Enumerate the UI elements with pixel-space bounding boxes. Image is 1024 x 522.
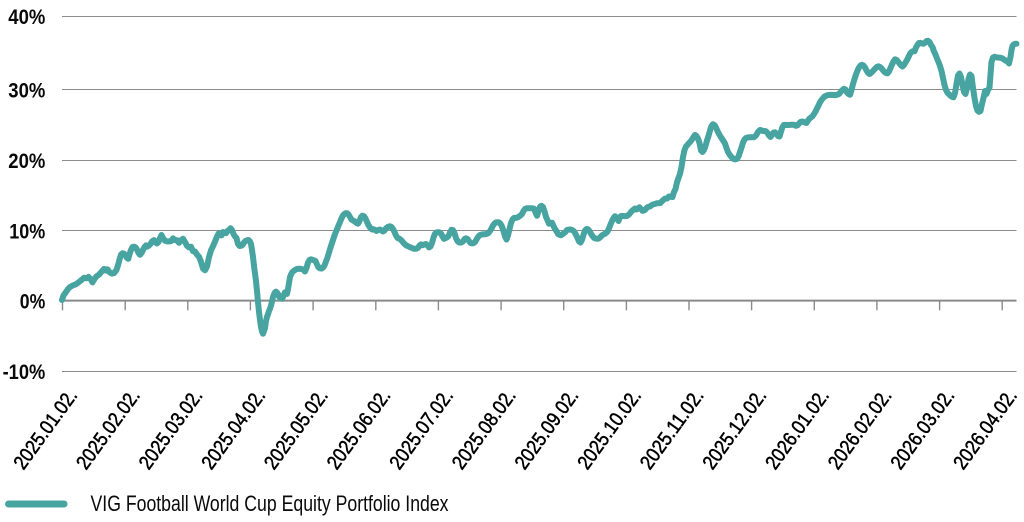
- svg-text:2025.09.02.: 2025.09.02.: [511, 386, 583, 474]
- svg-text:10%: 10%: [9, 221, 45, 244]
- svg-text:40%: 40%: [8, 6, 45, 29]
- svg-text:0%: 0%: [20, 290, 46, 313]
- svg-text:2025.05.02.: 2025.05.02.: [260, 386, 332, 474]
- svg-text:2025.02.02.: 2025.02.02.: [72, 386, 144, 474]
- svg-text:2025.11.02.: 2025.11.02.: [636, 386, 708, 474]
- svg-text:30%: 30%: [8, 80, 45, 103]
- svg-text:2025.12.02.: 2025.12.02.: [699, 386, 771, 474]
- svg-text:20%: 20%: [8, 150, 45, 173]
- svg-text:2026.04.02.: 2026.04.02.: [949, 386, 1021, 474]
- svg-text:VIG Football World Cup Equity: VIG Football World Cup Equity Portfolio …: [91, 491, 449, 516]
- svg-text:2025.06.02.: 2025.06.02.: [323, 386, 395, 474]
- svg-text:2026.02.02.: 2026.02.02.: [824, 386, 896, 474]
- svg-text:2025.07.02.: 2025.07.02.: [386, 386, 458, 474]
- svg-text:2026.03.02.: 2026.03.02.: [887, 386, 959, 474]
- svg-text:2025.08.02.: 2025.08.02.: [448, 386, 520, 474]
- svg-text:2025.01.02.: 2025.01.02.: [10, 386, 82, 474]
- svg-text:2025.10.02.: 2025.10.02.: [574, 386, 646, 474]
- svg-text:2025.03.02.: 2025.03.02.: [135, 386, 207, 474]
- svg-text:2025.04.02.: 2025.04.02.: [198, 386, 270, 474]
- svg-text:-10%: -10%: [3, 361, 46, 384]
- svg-text:2026.01.02.: 2026.01.02.: [761, 386, 833, 474]
